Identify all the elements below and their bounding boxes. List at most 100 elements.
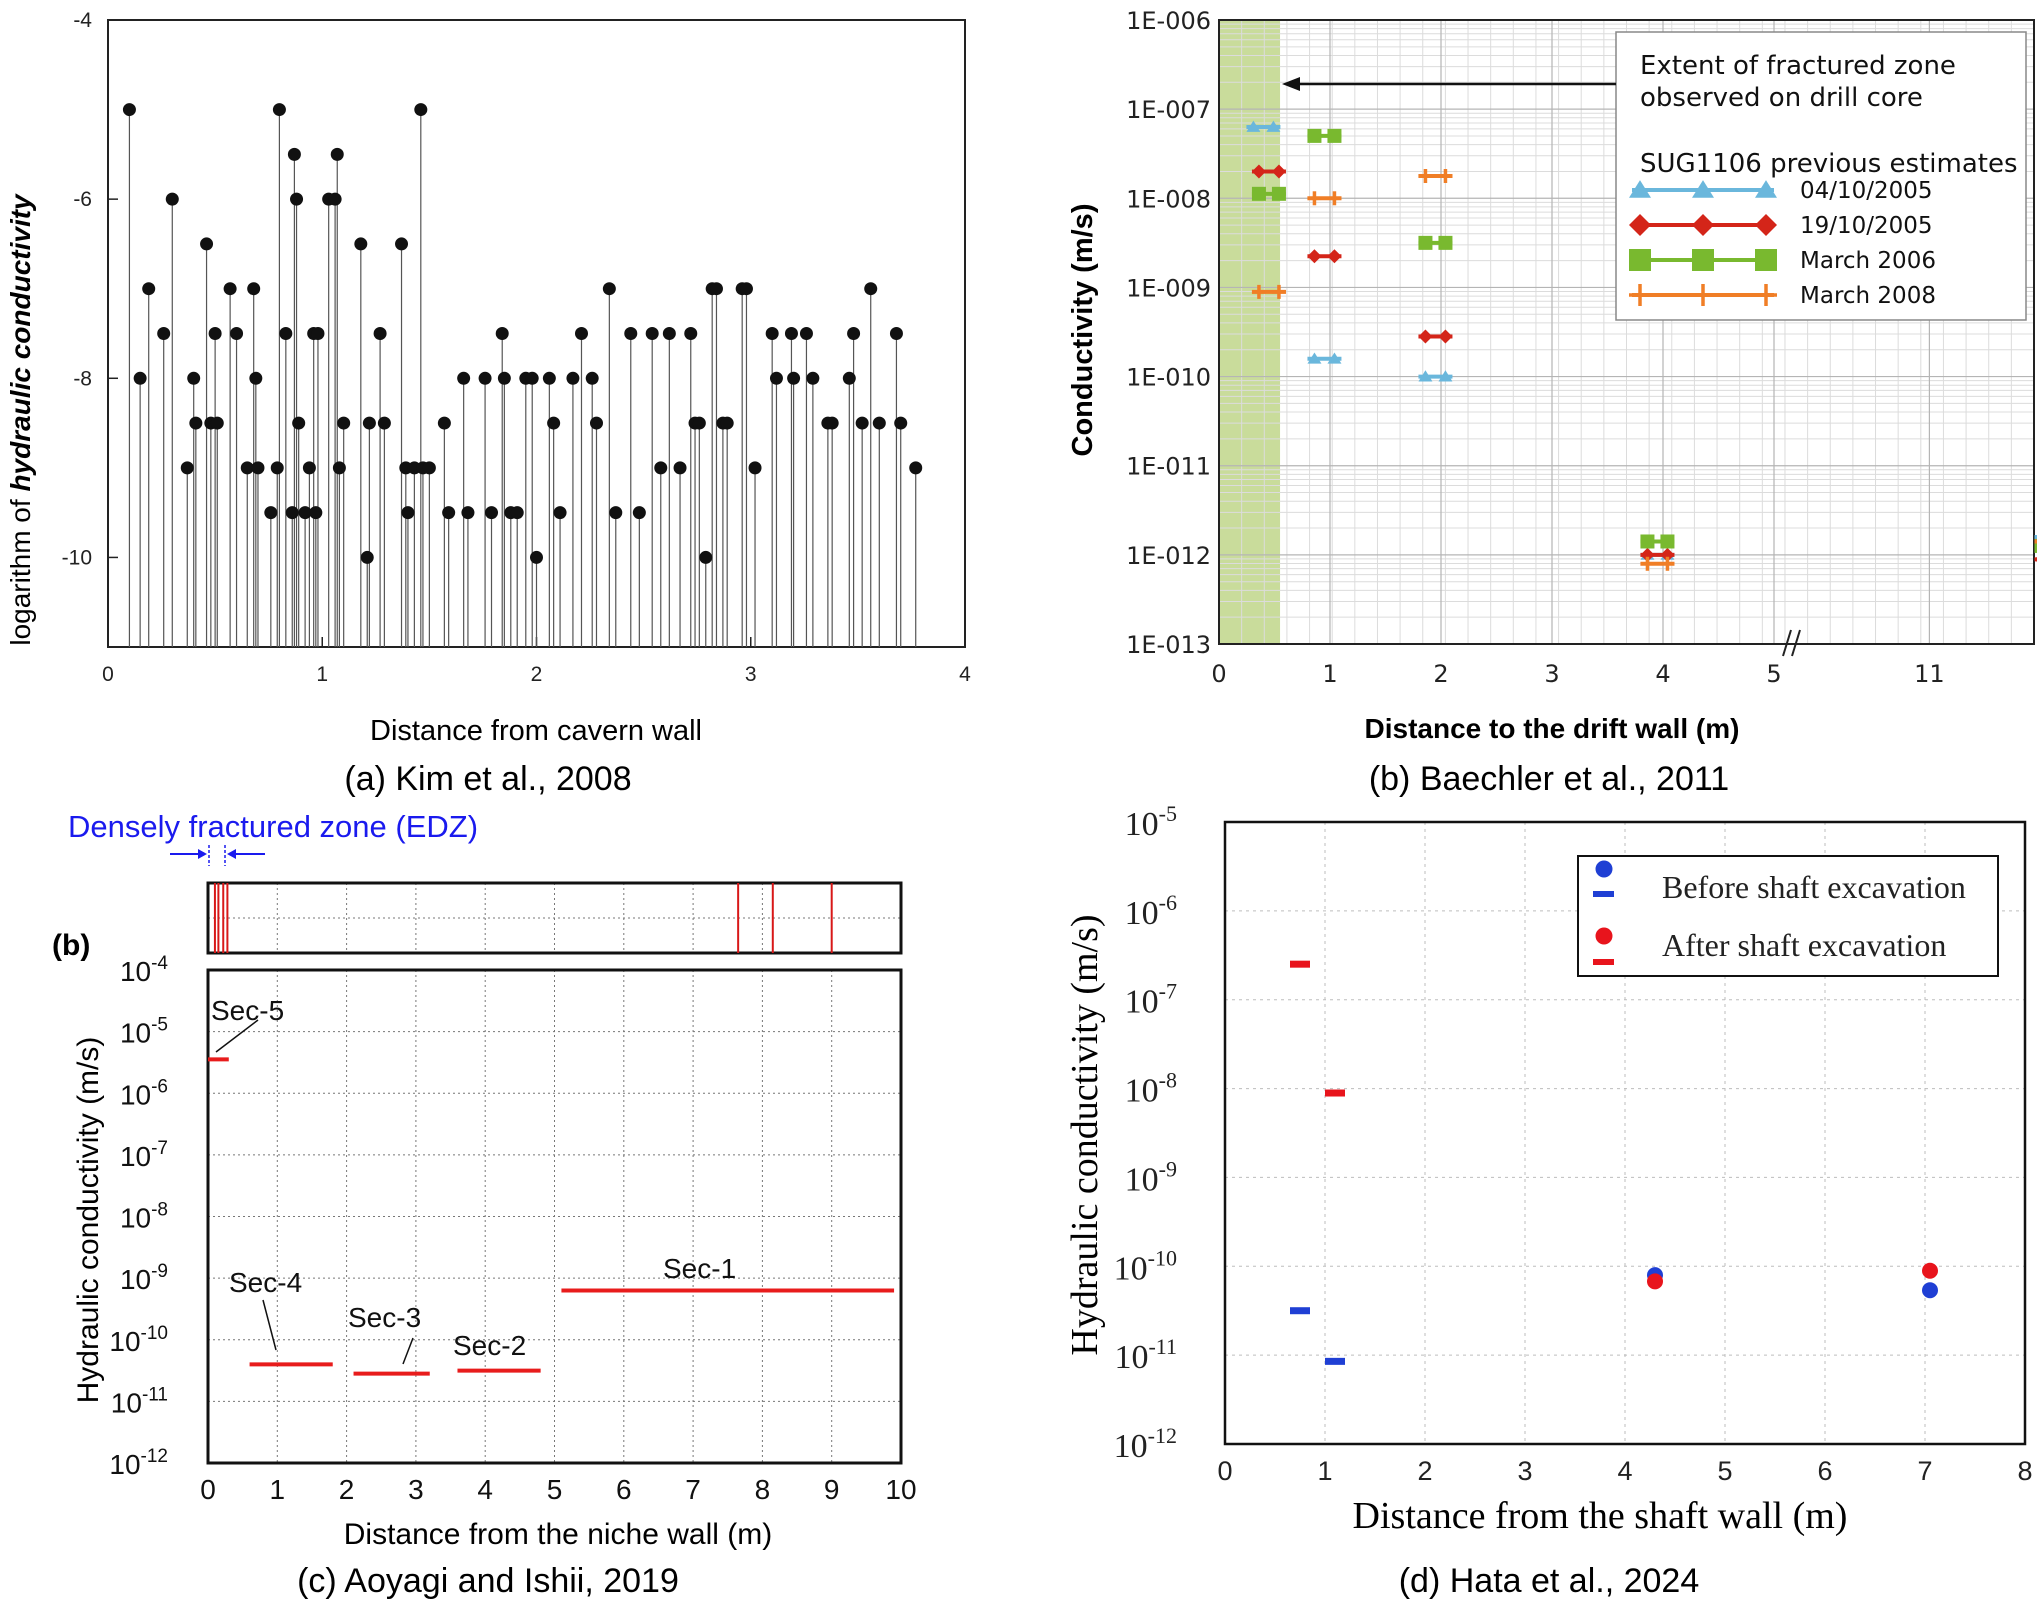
- panel-d-legend-box: [1577, 855, 1999, 977]
- panel-b-marker-diamond: [1755, 214, 1777, 236]
- panel-a-point: [547, 416, 561, 430]
- panel-b-legend-label: 04/10/2005: [1800, 178, 1933, 204]
- panel-b-plot-frame: [1218, 19, 2035, 645]
- panel-a-point: [208, 327, 222, 340]
- panel-b-x-tick-labels: 0123451112: [1211, 660, 2037, 688]
- panel-a-x-tick-label: 2: [531, 663, 543, 686]
- panel-b-marker-diamond: [1660, 547, 1675, 562]
- panel-d-dot-marker: [1647, 1273, 1663, 1290]
- panel-c-x-tick-label: 1: [270, 1474, 286, 1505]
- panel-c-y-tick-base: 10: [120, 1141, 151, 1172]
- panel-b-marker-diamond: [1438, 329, 1453, 344]
- panel-d-dot-marker: [1922, 1262, 1938, 1279]
- panel-a-y-tick-labels: -4 -6 -8 -10: [62, 9, 93, 569]
- panel-b-y-tick-label: 1E-006: [1126, 7, 1211, 35]
- panel-a-point: [395, 237, 409, 251]
- panel-d-y-tick-base: 10: [1125, 806, 1159, 843]
- panel-d-y-tick-label: 10-6: [1125, 890, 1177, 932]
- panel-b-marker-triangle: [1246, 120, 1261, 132]
- panel-c: Densely fractured zone (EDZ) (b) Sec-5Se…: [52, 809, 917, 1600]
- panel-a-point: [765, 327, 779, 340]
- panel-d-x-tick-label: 2: [1417, 1456, 1432, 1486]
- panel-d-x-tick-label: 4: [1617, 1456, 1632, 1486]
- panel-c-y-tick-exponent: -6: [151, 1076, 168, 1097]
- panel-a-point: [247, 282, 261, 296]
- panel-c-segment-label: Sec-4: [229, 1267, 302, 1298]
- panel-d-plot-frame: [1223, 820, 2027, 1446]
- panel-c-y-tick-base: 10: [120, 1203, 151, 1234]
- panel-a-point: [142, 282, 156, 296]
- panel-b-x-tick-label: 4: [1655, 660, 1670, 688]
- panel-a-point: [461, 506, 475, 520]
- panel-c-y-tick-label: 10-10: [109, 1323, 168, 1357]
- panel-c-y-tick-exponent: -9: [151, 1261, 168, 1282]
- panel-d-y-tick-base: 10: [1125, 895, 1159, 932]
- panel-b-caption: (b) Baechler et al., 2011: [1369, 760, 1729, 798]
- panel-a-point: [328, 192, 342, 206]
- panel-d-y-tick-exponent: -10: [1148, 1245, 1177, 1270]
- panel-a-point: [553, 506, 567, 520]
- panel-c-x-tick-label: 9: [824, 1474, 840, 1505]
- panel-b-marker-triangle: [1307, 352, 1322, 364]
- panel-b-y-tick-label: 1E-007: [1126, 96, 1211, 124]
- panel-a-point: [542, 371, 556, 385]
- panel-d-y-tick-base: 10: [1125, 1161, 1159, 1198]
- panel-a-point: [510, 506, 524, 520]
- panel-a-point: [287, 147, 301, 161]
- panel-d-x-tick-label: 1: [1317, 1456, 1332, 1486]
- panel-c-leader-line: [215, 1019, 259, 1053]
- panel-a-point: [249, 371, 263, 385]
- panel-b-marker-square: [1327, 128, 1342, 143]
- panel-a-stems: [128, 109, 917, 647]
- panel-c-y-tick-base: 10: [120, 1018, 151, 1049]
- panel-c-x-tick-label: 10: [885, 1474, 916, 1505]
- panel-a-point: [662, 327, 676, 340]
- panel-c-edz-arrows: [170, 845, 265, 866]
- panel-a-point: [414, 103, 428, 117]
- panel-a-point: [272, 103, 286, 117]
- panel-c-y-tick-base: 10: [120, 1079, 151, 1110]
- panel-c-plot-frame: [206, 968, 903, 1465]
- panel-a-point: [847, 327, 861, 340]
- panel-b-legend-label: 19/10/2005: [1800, 213, 1933, 239]
- panel-b-marker-diamond: [1327, 249, 1342, 264]
- panel-a-point: [585, 371, 599, 385]
- panel-a-point: [632, 506, 646, 520]
- panel-a-point: [787, 371, 801, 385]
- panel-b-y-tick-label: 1E-008: [1126, 185, 1211, 213]
- panel-a-point: [437, 416, 451, 430]
- panel-a-y-tick-label: -10: [62, 546, 92, 569]
- panel-b-legend: 04/10/2005 19/10/2005 March 2006 March 2008: [1629, 178, 1936, 309]
- panel-b-marker-square: [1418, 235, 1433, 250]
- panel-a-point: [362, 416, 376, 430]
- panel-d-x-tick-label: 0: [1217, 1456, 1232, 1486]
- panel-d-y-tick-label: 10-9: [1125, 1156, 1177, 1198]
- panel-d-y-tick-base: 10: [1114, 1428, 1148, 1465]
- panel-c-y-tick-base: 10: [109, 1326, 140, 1357]
- panel-a-caption: (a) Kim et al., 2008: [344, 760, 631, 798]
- panel-a-point: [422, 461, 436, 475]
- panel-b-y-tick-label: 1E-012: [1126, 542, 1211, 570]
- panel-a-point: [330, 147, 344, 161]
- panel-a-point: [165, 192, 179, 206]
- panel-d-y-tick-exponent: -5: [1159, 801, 1177, 826]
- panel-c-x-tick-label: 6: [616, 1474, 632, 1505]
- panel-b-marker-diamond: [1418, 329, 1433, 344]
- panel-b-marker-diamond: [1307, 249, 1322, 264]
- panel-a-point: [589, 416, 603, 430]
- panel-b-marker-square: [1640, 534, 1655, 549]
- panel-a-point: [210, 416, 224, 430]
- panel-c-leader-line: [402, 1337, 414, 1365]
- panel-b-marker-square: [1692, 249, 1714, 271]
- panel-d-legend-before-dot: [1595, 860, 1613, 878]
- panel-b-marker-triangle: [1418, 370, 1433, 382]
- panel-d: Before shaft excavation After shaft exca…: [1064, 801, 2033, 1600]
- panel-c-fracture-strip: [206, 881, 903, 955]
- panel-a-x-tick-labels: 0 1 2 3 4: [102, 663, 971, 686]
- panel-b-axis-break-line-1: [1782, 629, 1792, 657]
- panel-d-dash-marker: [1325, 1089, 1345, 1097]
- panel-b-axis-break: [1782, 629, 1801, 657]
- panel-b: Extent of fractured zone observed on dri…: [1067, 7, 2037, 798]
- panel-b-legend-title: SUG1106 previous estimates: [1640, 149, 2018, 179]
